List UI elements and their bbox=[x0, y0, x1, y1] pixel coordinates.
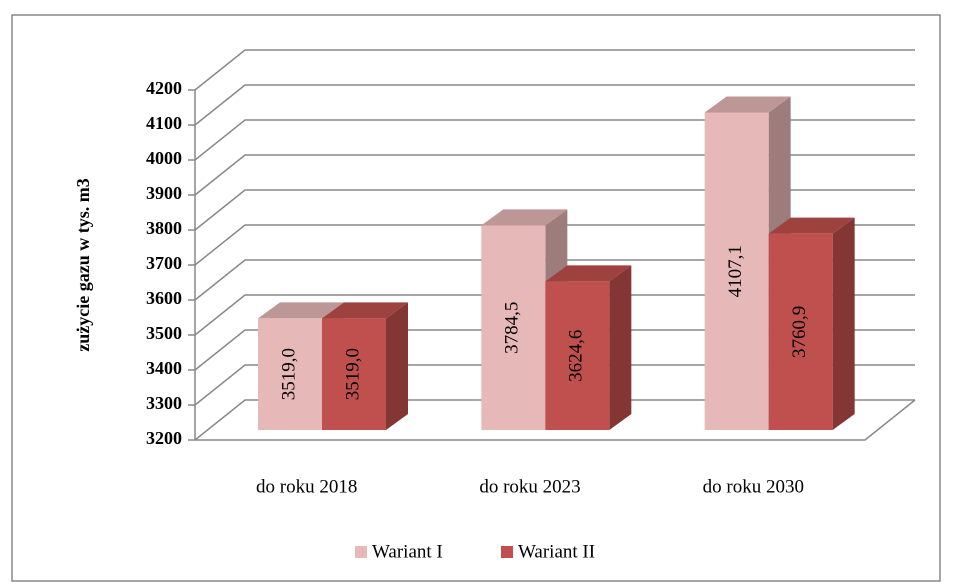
y-axis-label: zużycie gazu w tys. m3 bbox=[73, 178, 93, 351]
y-tick-label: 3800 bbox=[146, 218, 182, 238]
x-tick-label: do roku 2023 bbox=[479, 476, 580, 497]
floor-edge bbox=[195, 399, 916, 441]
bar bbox=[768, 233, 833, 430]
grid-line bbox=[194, 329, 915, 371]
bar-top bbox=[768, 217, 855, 234]
grid-line bbox=[194, 154, 915, 196]
bar-side bbox=[832, 217, 855, 430]
bar bbox=[481, 225, 546, 430]
grid-line bbox=[194, 119, 915, 161]
bar bbox=[322, 318, 386, 430]
bar-side bbox=[386, 302, 408, 430]
data-label: 4107,1 bbox=[725, 245, 746, 297]
y-tick-label: 3600 bbox=[146, 288, 182, 308]
bar-top bbox=[704, 96, 791, 113]
y-tick-label: 4000 bbox=[146, 148, 182, 168]
legend-swatch bbox=[355, 546, 367, 558]
legend-label: Wariant II bbox=[518, 541, 595, 562]
data-label: 3784,5 bbox=[502, 302, 523, 354]
grid-line bbox=[194, 399, 915, 441]
bar bbox=[704, 112, 769, 430]
legend-label: Wariant I bbox=[372, 541, 443, 562]
y-tick-label: 3900 bbox=[146, 183, 182, 203]
grid-line bbox=[194, 294, 915, 336]
grid-line bbox=[194, 224, 915, 266]
data-label: 3760,9 bbox=[789, 306, 810, 358]
y-tick-label: 4100 bbox=[146, 113, 182, 133]
bar-top bbox=[545, 265, 632, 282]
y-tick-label: 3200 bbox=[146, 428, 182, 448]
bar bbox=[545, 281, 610, 430]
x-tick-label: do roku 2030 bbox=[703, 476, 804, 497]
grid-line bbox=[194, 189, 915, 231]
legend-swatch bbox=[501, 546, 513, 558]
grid-line bbox=[194, 364, 915, 406]
bar-top bbox=[481, 209, 568, 226]
y-tick-label: 3700 bbox=[146, 253, 182, 273]
y-tick-label: 4200 bbox=[146, 78, 182, 98]
bar-top bbox=[322, 302, 408, 319]
bar-side bbox=[609, 265, 632, 430]
y-tick-label: 3300 bbox=[146, 393, 182, 413]
x-tick-label: do roku 2018 bbox=[256, 476, 357, 497]
y-tick-label: 3400 bbox=[146, 358, 182, 378]
y-tick-label: 3500 bbox=[146, 323, 182, 343]
data-label: 3519,0 bbox=[342, 348, 363, 400]
grid-line bbox=[194, 259, 915, 301]
grid-line bbox=[194, 49, 915, 91]
data-label: 3519,0 bbox=[278, 348, 299, 400]
bar-top bbox=[258, 302, 344, 319]
data-label: 3624,6 bbox=[566, 330, 587, 382]
bar bbox=[258, 318, 322, 430]
grid-line bbox=[194, 84, 915, 126]
